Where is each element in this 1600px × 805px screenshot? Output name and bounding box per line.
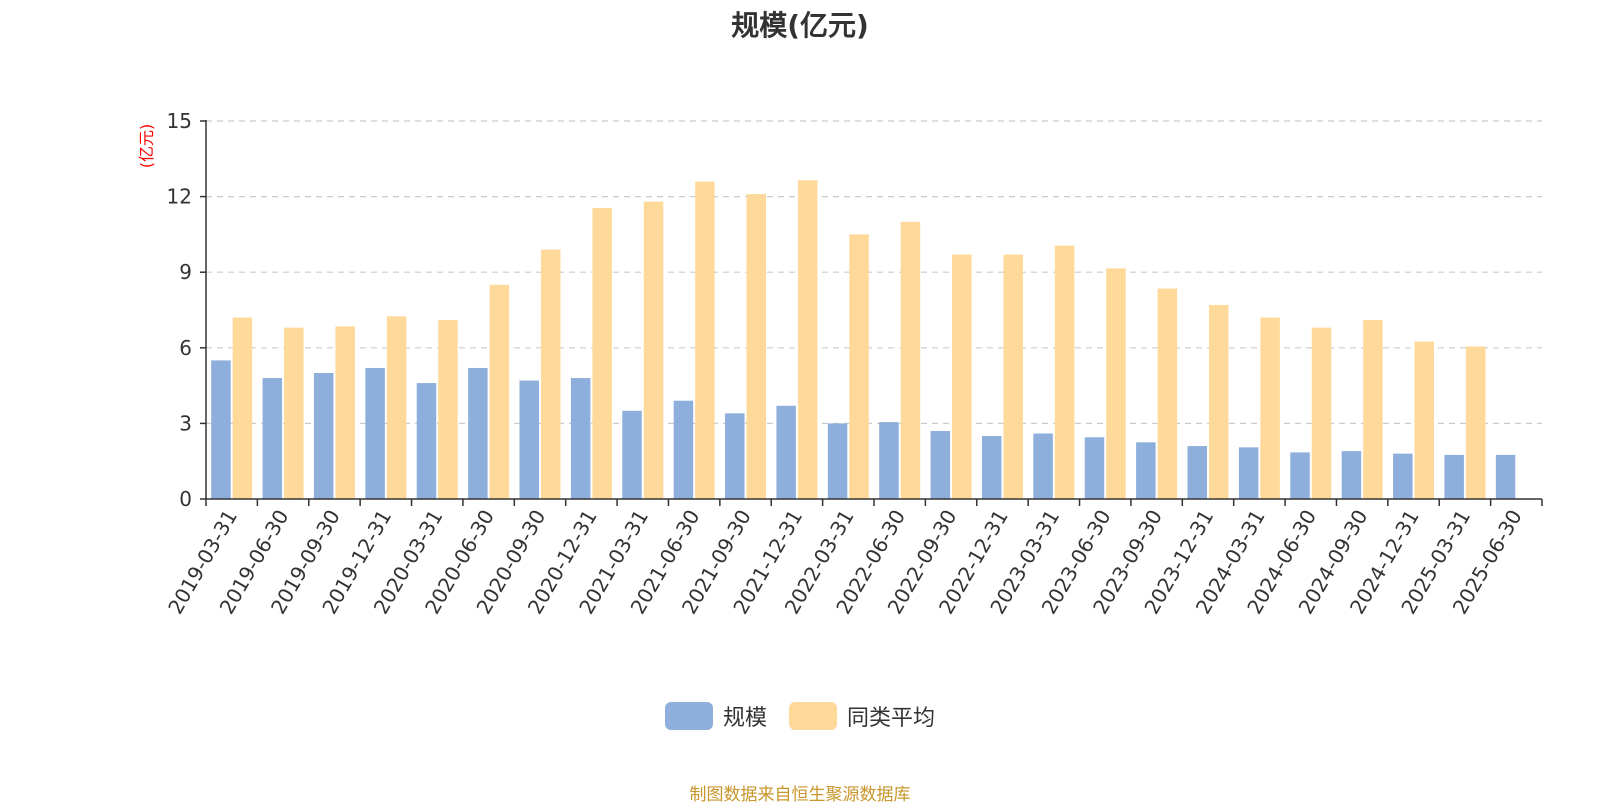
legend-swatch-series-1 [664,702,713,730]
y-tick-label: 9 [179,260,192,284]
y-tick-label: 3 [179,411,192,435]
bar-series-1 [365,367,385,499]
bar-series-1 [1033,433,1053,499]
source-note: 制图数据来自恒生聚源数据库 [689,785,911,805]
bar-series-1 [1187,446,1207,499]
bar-series-2 [1311,327,1332,499]
bar-series-2 [1465,346,1486,499]
bar-series-2 [900,221,921,500]
bar-series-2 [1106,268,1126,499]
bar-series-1 [519,380,539,499]
bar-series-2 [695,181,715,500]
bar-series-2 [1209,304,1229,499]
bar-series-2 [1054,245,1075,499]
y-axis-unit-label: (亿元) [137,124,156,169]
legend-swatch-series-2 [789,702,837,730]
bar-series-2 [1363,320,1383,499]
bar-series-1 [1393,453,1413,499]
grid-lines [206,120,1542,424]
y-tick-label: 0 [179,487,192,511]
chart-title: 规模(亿元) [731,9,869,42]
bar-series-2 [592,207,612,499]
bar-series-1 [930,430,951,499]
bar-series-2 [284,327,304,499]
legend-label-series-2: 同类平均 [847,706,936,731]
bar-series-2 [438,320,458,499]
bar-series-1 [673,400,694,499]
bar-series-2 [746,194,767,499]
bar-series-1 [776,405,796,499]
legend-item-series-2[interactable]: 同类平均 [789,700,935,732]
legend: 规模 同类平均 [0,700,1600,732]
y-tick-label: 15 [167,109,192,133]
axes [200,120,1543,506]
bar-series-1 [1136,442,1156,499]
bar-series-1 [262,378,283,499]
bar-series-1 [981,436,1002,499]
bar-series-2 [952,254,972,499]
bar-series-1 [725,413,745,499]
bar-series-2 [849,234,869,499]
bar-series-2 [643,201,664,499]
bar-series-1 [468,367,488,499]
bar-series-2 [232,317,253,499]
bar-series-2 [489,284,510,499]
bar-series-1 [1290,452,1310,499]
bar-series-1 [827,423,848,499]
y-tick-label: 6 [179,336,192,360]
bar-series-1 [313,373,334,499]
bar-series-1 [1495,454,1516,499]
bar-series-1 [1084,437,1105,499]
bar-series-2 [541,249,561,499]
bar-series-1 [416,383,437,499]
bar-series-2 [335,326,355,499]
bar-series-2 [1003,254,1023,499]
bar-series-2 [1414,341,1435,499]
legend-label-series-1: 规模 [722,706,767,731]
bar-series-1 [879,422,899,499]
y-tick-label: 12 [167,185,192,209]
bar-series-2 [797,180,818,499]
bar-series-1 [622,410,642,499]
bar-series-1 [1341,451,1362,499]
bar-series-1 [1238,447,1259,499]
bar-series-2 [1260,317,1280,499]
bar-series-2 [1157,288,1178,499]
bar-series-1 [570,378,591,499]
bar-series-1 [1444,454,1464,499]
legend-item-series-1[interactable]: 规模 [664,700,767,732]
bar-series-1 [211,360,231,499]
bars [211,180,1516,500]
bar-series-2 [386,316,407,499]
